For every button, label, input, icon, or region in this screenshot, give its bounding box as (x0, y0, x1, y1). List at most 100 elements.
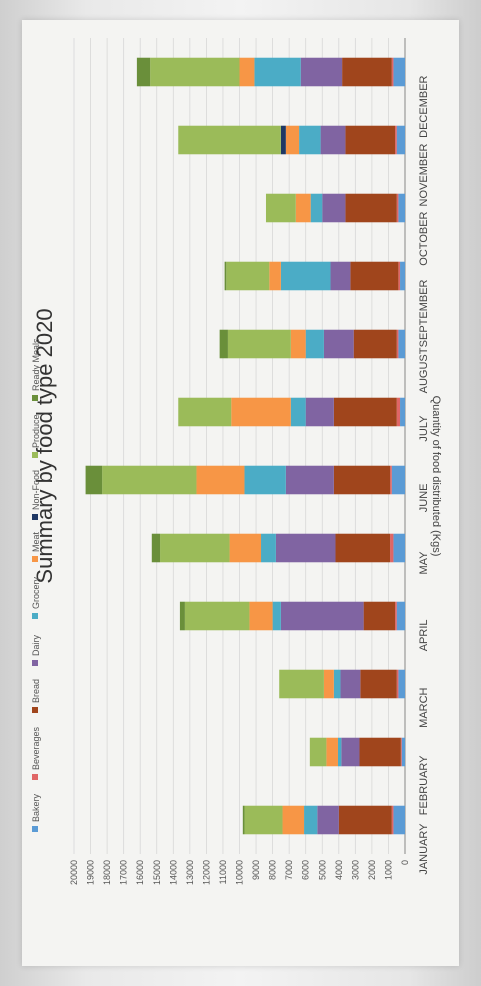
bar-segment (242, 805, 245, 835)
bar-segment (102, 465, 197, 495)
bar-segment (136, 57, 151, 87)
bar-segment (219, 329, 228, 359)
legend-swatch (32, 395, 38, 401)
bar-segment (395, 125, 397, 155)
y-tick-label: 17000 (119, 860, 129, 885)
bar-segment (395, 601, 397, 631)
y-tick-label: 1000 (383, 860, 393, 880)
legend-label: Produce (31, 414, 41, 448)
legend-swatch (32, 556, 38, 562)
bar-segment (396, 601, 405, 631)
bar-segment (396, 669, 399, 699)
bar-segment (227, 329, 291, 359)
bar-segment (350, 261, 399, 291)
bar-segment (391, 805, 394, 835)
bar-segment (396, 329, 399, 359)
y-axis-label: Quantity of food distributed (Kgs) (430, 396, 442, 557)
chart: 0 1000 2000 3000 4000 5000 6000 7000 8000 9000 100… (31, 38, 442, 885)
bar-segment (280, 125, 286, 155)
y-tick-label: 5000 (317, 860, 327, 880)
legend-label: Bakery (31, 793, 41, 822)
bar-segment (309, 737, 327, 767)
bar-segment (333, 669, 341, 699)
y-tick-label: 18000 (102, 860, 112, 885)
x-tick-label: DECEMBER (418, 75, 430, 137)
bar-segment (299, 125, 321, 155)
bar-segment (391, 57, 394, 87)
bar-segment (396, 193, 399, 223)
bar-segment (295, 193, 311, 223)
y-tick-label: 3000 (350, 860, 360, 880)
bar-segment (359, 737, 401, 767)
bar-segment (305, 329, 324, 359)
x-tick-label: MAY (418, 551, 430, 575)
bar-segment (360, 669, 397, 699)
bar-segment (326, 737, 338, 767)
y-tick-label: 7000 (284, 860, 294, 880)
bar-segment (323, 329, 354, 359)
x-tick-label: JULY (418, 415, 430, 442)
bar-segment (353, 329, 397, 359)
bar-segment (261, 533, 276, 563)
bar-segment (396, 397, 401, 427)
bar-segment (231, 397, 291, 427)
x-tick-label: MARCH (418, 687, 430, 727)
legend-swatch (32, 452, 38, 458)
bar-segment (398, 329, 405, 359)
x-tick-label: JUNE (418, 484, 430, 513)
legend-swatch (32, 613, 38, 619)
bar-segment (151, 533, 161, 563)
bar-segment (398, 193, 405, 223)
legend-label: Dairy (31, 634, 41, 656)
bar-segment (160, 533, 230, 563)
bar-segment (150, 57, 240, 87)
bar-segment (305, 397, 334, 427)
bar-segment (363, 601, 396, 631)
bar-segment (393, 805, 405, 835)
bar-segment (280, 261, 331, 291)
bar-segment (254, 57, 301, 87)
chart-panel: 0 1000 2000 3000 4000 5000 6000 7000 8000 9000 100… (22, 20, 459, 966)
bar-segment (229, 533, 262, 563)
x-tick-label: NOVEMBER (418, 143, 430, 206)
y-tick-label: 12000 (201, 860, 211, 885)
legend-swatch (32, 826, 38, 832)
bar-segment (285, 465, 334, 495)
bar-segment (269, 261, 281, 291)
bar-segment (282, 805, 305, 835)
bar-segment (244, 465, 286, 495)
x-tick-label: JANUARY (418, 823, 430, 875)
bar-segment (300, 57, 343, 87)
legend-label: Bread (31, 679, 41, 703)
y-tick-label: 15000 (152, 860, 162, 885)
y-tick-label: 11000 (218, 860, 228, 884)
legend-label: Grocery (31, 576, 41, 609)
y-tick-label: 8000 (268, 860, 278, 880)
bar-segment (330, 261, 351, 291)
bar-segment (275, 533, 336, 563)
legend-label: Ready Meals (31, 338, 41, 391)
bar-segment (265, 193, 296, 223)
bar-segment (322, 193, 346, 223)
bar-segment (285, 125, 300, 155)
bar-segment (338, 805, 392, 835)
bar-segment (393, 57, 405, 87)
bar-segment (401, 737, 405, 767)
y-tick-label: 19000 (86, 860, 96, 885)
bar-segment (290, 397, 306, 427)
legend-swatch (32, 514, 38, 520)
bar-segment (317, 805, 339, 835)
bar-segment (249, 601, 273, 631)
bar-segment (345, 125, 396, 155)
bar-segment (390, 533, 394, 563)
bar-segment (390, 465, 392, 495)
x-tick-label: FEBRUARY (418, 755, 430, 815)
bar-segment (320, 125, 346, 155)
bar-segment (345, 193, 397, 223)
bar-segment (280, 601, 364, 631)
y-tick-label: 20000 (69, 860, 79, 885)
y-tick-label: 13000 (185, 860, 195, 885)
bar-segment (179, 601, 185, 631)
bar-segment (393, 533, 405, 563)
bar-segment (85, 465, 103, 495)
